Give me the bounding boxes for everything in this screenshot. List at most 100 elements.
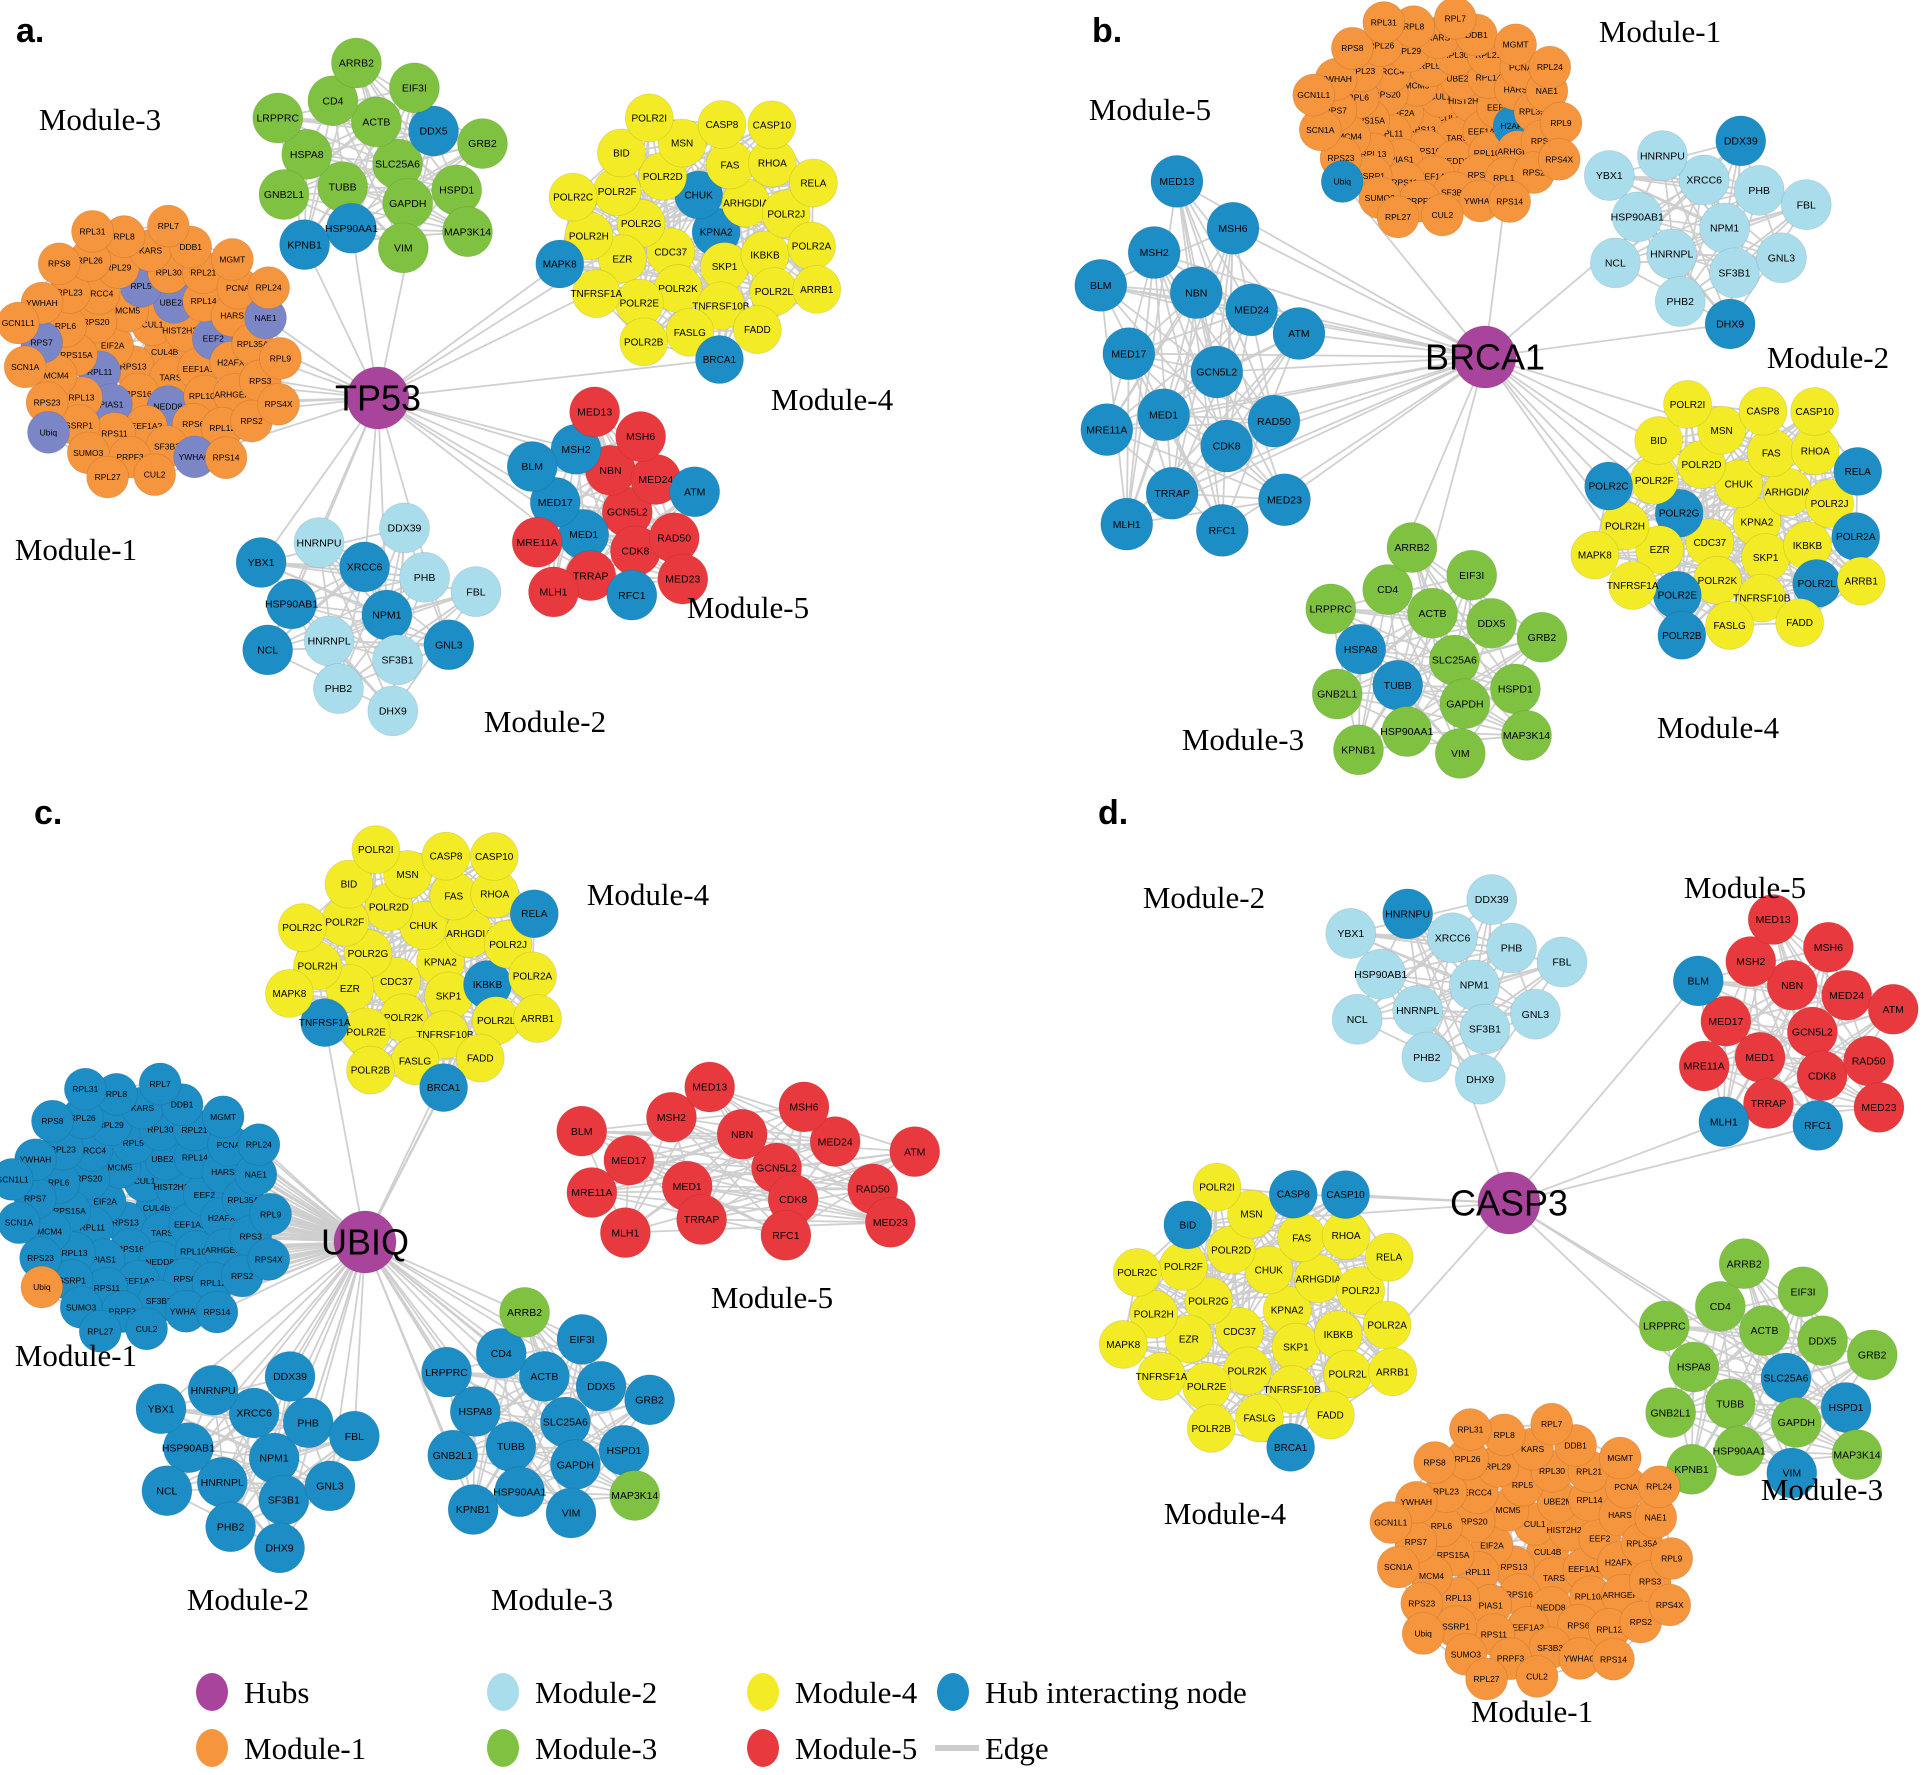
node-CD4 (307, 75, 359, 127)
node-label-GCN1L1: GCN1L1 (0, 1174, 29, 1184)
edge (1176, 180, 1300, 335)
node-label-YWHAH: YWHAH (1400, 1497, 1432, 1507)
node-label-NCL: NCL (156, 1485, 177, 1497)
node-label-MGMT: MGMT (219, 254, 245, 264)
node-label-GCN5L2: GCN5L2 (1792, 1027, 1833, 1039)
node-label-SLC25A6: SLC25A6 (543, 1417, 588, 1429)
node-label-RPS23: RPS23 (1408, 1598, 1435, 1608)
node-FADD (732, 305, 782, 354)
node-label-H2AFX: H2AFX (217, 357, 245, 367)
node-label-RHOA: RHOA (480, 890, 509, 901)
node-label-MED13: MED13 (577, 407, 612, 419)
node-label-LRPPRC: LRPPRC (1309, 604, 1352, 616)
node-label-RELA: RELA (1845, 467, 1871, 478)
node-label-EIF3I: EIF3I (1459, 570, 1484, 582)
hub-edge (1283, 356, 1486, 501)
edge (1106, 309, 1253, 431)
node-label-RPS4X: RPS4X (1656, 1600, 1684, 1610)
node-label-POLR2A: POLR2A (792, 242, 832, 253)
node-label-CHUK: CHUK (1255, 1266, 1284, 1277)
node-label-HSP90AB1: HSP90AB1 (162, 1442, 215, 1454)
node-label-FASLG: FASLG (1243, 1414, 1275, 1425)
node-label-ERCC4: ERCC4 (1375, 67, 1404, 77)
node-label-DDB1: DDB1 (171, 1100, 194, 1110)
edge (318, 542, 394, 712)
node-label-RPL30: RPL30 (156, 267, 182, 277)
node-label-RPL31: RPL31 (1457, 1425, 1483, 1435)
node-label-HARS: HARS (220, 311, 244, 321)
node-label-RPL31: RPL31 (79, 226, 105, 236)
node-label-LRPPRC: LRPPRC (256, 113, 299, 125)
module-label-module-3: Module-3 (491, 1582, 613, 1617)
node-label-PHB: PHB (297, 1417, 319, 1429)
node-label-MSH6: MSH6 (789, 1102, 818, 1114)
node-label-POLR2I: POLR2I (358, 845, 394, 856)
node-label-DDX39: DDX39 (388, 523, 422, 535)
node-Ubiq (27, 410, 70, 454)
node-MED13 (569, 386, 621, 438)
node-label-KPNA2: KPNA2 (1271, 1306, 1304, 1317)
node-label-SF3B1: SF3B1 (1718, 268, 1750, 280)
node-label-POLR2L: POLR2L (1329, 1370, 1368, 1381)
node-label-KPNB1: KPNB1 (1674, 1464, 1709, 1476)
node-label-POLR2L: POLR2L (755, 287, 794, 298)
node-POLR2B (619, 317, 669, 367)
node-label-RPS14: RPS14 (203, 1307, 230, 1317)
node-label-RPS8: RPS8 (41, 1116, 63, 1126)
node-layer: SLC25A6 TUBB ACTB GAPDH HSPA8 DDX5 HSP90AA1 CD4… (0, 37, 842, 737)
node-label-HNRNPU: HNRNPU (1385, 909, 1430, 921)
node-CDK8 (1200, 419, 1254, 473)
node-label-RPS23: RPS23 (27, 1253, 54, 1263)
node-label-TNFRSF1A: TNFRSF1A (1136, 1372, 1188, 1383)
node-label-FBL: FBL (345, 1431, 364, 1443)
node-label-NBN: NBN (1781, 980, 1803, 992)
node-label-MED24: MED24 (1234, 305, 1269, 317)
node-label-PCNA: PCNA (226, 283, 250, 293)
node-label-RPS15A: RPS15A (60, 350, 93, 360)
node-label-RPS2: RPS2 (1630, 1617, 1652, 1627)
node-label-TNFRSF1A: TNFRSF1A (1607, 581, 1659, 592)
node-label-RPS3: RPS3 (1639, 1576, 1661, 1586)
node-label-POLR2K: POLR2K (384, 1013, 424, 1024)
node-label-MSN: MSN (396, 870, 418, 881)
node-label-PHB2: PHB2 (325, 683, 353, 695)
node-label-RPL26: RPL26 (77, 255, 103, 265)
node-label-POLR2H: POLR2H (298, 961, 338, 972)
node-label-FASLG: FASLG (1714, 621, 1746, 632)
node-label-FBL: FBL (1797, 199, 1816, 211)
node-RPL27 (86, 455, 129, 499)
node-HSPA8 (281, 128, 333, 180)
node-label-RPS2: RPS2 (231, 1271, 253, 1281)
node-label-EZR: EZR (340, 984, 360, 995)
node-label-GCN5L2: GCN5L2 (1196, 367, 1237, 379)
node-label-POLR2B: POLR2B (624, 337, 664, 348)
node-MSN (657, 118, 707, 168)
node-label-POLR2I: POLR2I (1199, 1183, 1235, 1194)
node-label-PIAS1: PIAS1 (1390, 155, 1414, 165)
node-label-RPL29: RPL29 (105, 263, 131, 273)
node-CASP8 (697, 100, 747, 149)
node-label-DHX9: DHX9 (1466, 1074, 1494, 1086)
node-label-TNFRSF10B: TNFRSF10B (1263, 1385, 1321, 1396)
node-label-DDX5: DDX5 (1809, 1335, 1837, 1347)
node-label-RPS3: RPS3 (249, 376, 271, 386)
node-label-RAD50: RAD50 (1852, 1056, 1886, 1068)
node-label-EZR: EZR (1650, 545, 1670, 556)
node-label-EIF3I: EIF3I (569, 1334, 594, 1346)
node-label-PHB: PHB (414, 572, 436, 584)
node-label-POLR2K: POLR2K (1227, 1366, 1267, 1377)
node-label-CUL2: CUL2 (136, 1324, 158, 1334)
node-SF3B1 (372, 634, 423, 686)
node-label-MSH2: MSH2 (561, 444, 590, 456)
node-label-EEF1A1: EEF1A1 (1468, 126, 1500, 136)
node-label-MED1: MED1 (1745, 1052, 1774, 1064)
node-label-XRCC6: XRCC6 (347, 562, 383, 574)
node-label-RPL5: RPL5 (130, 281, 152, 291)
legend-label-module-4: Module-4 (795, 1675, 918, 1710)
node-label-MED13: MED13 (692, 1082, 727, 1094)
node-label-GCN1L1: GCN1L1 (2, 318, 35, 328)
node-label-POLR2A: POLR2A (1367, 1321, 1407, 1332)
node-label-HSP90AB1: HSP90AB1 (1611, 212, 1664, 224)
node-MED23 (1258, 473, 1311, 527)
edge (1171, 309, 1253, 494)
